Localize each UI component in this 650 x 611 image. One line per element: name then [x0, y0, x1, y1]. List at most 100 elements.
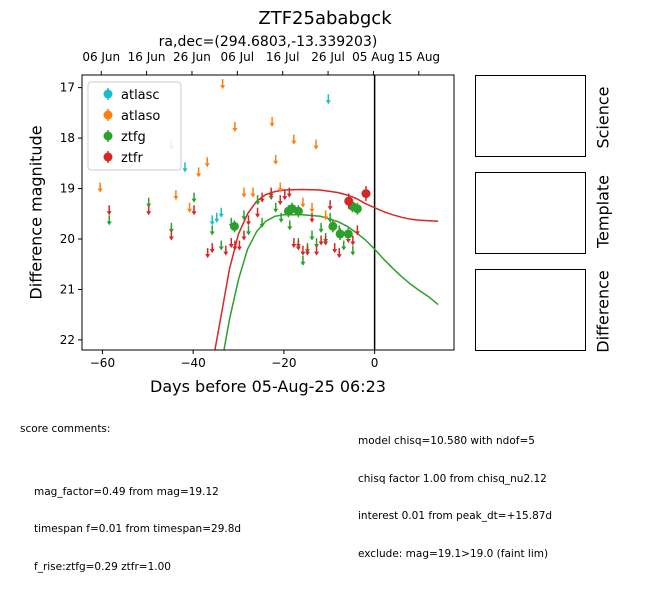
score-comments-header: score comments: — [20, 423, 111, 435]
limit-arrow — [268, 196, 274, 201]
limit-arrow — [309, 208, 315, 213]
legend-marker-ztfr — [103, 152, 113, 162]
legend-label-ztfr: ztfr — [121, 151, 143, 166]
limit-arrow — [341, 246, 347, 251]
limit-arrow — [336, 254, 342, 259]
limit-arrow — [350, 241, 356, 246]
upper-limit-ztfr — [354, 225, 360, 236]
detection-marker — [293, 206, 303, 216]
upper-limit-ztfg — [341, 240, 347, 251]
limit-arrow — [232, 127, 238, 132]
detection-ztfr — [361, 186, 371, 202]
upper-limit-ztfr — [332, 243, 338, 254]
upper-limit-ztfg — [255, 195, 261, 206]
top-tick-label: 15 Aug — [398, 50, 441, 64]
upper-limit-ztfr — [236, 240, 242, 251]
limit-arrow — [187, 208, 193, 213]
top-tick-label: 06 Jun — [82, 50, 120, 64]
limit-arrow — [250, 193, 256, 198]
detection-ztfg — [328, 220, 338, 233]
limit-arrow — [350, 251, 356, 256]
limit-arrow — [220, 85, 226, 90]
limit-arrow — [309, 218, 315, 223]
upper-limit-ztfg — [259, 217, 265, 228]
legend: atlasc atlaso ztfg ztfr — [87, 81, 182, 171]
upper-limit-ztfr — [300, 245, 306, 256]
limit-arrow — [304, 251, 310, 256]
detection-ztfg — [343, 227, 353, 240]
upper-limit-ztfg — [309, 230, 315, 241]
chart-title: ZTF25ababgck — [258, 8, 392, 29]
limit-arrow — [209, 231, 215, 236]
limit-arrow — [106, 211, 112, 216]
upper-limit-atlasc — [182, 162, 188, 173]
limit-arrow — [318, 241, 324, 246]
limit-arrow — [327, 206, 333, 211]
detection-ztfr — [344, 193, 354, 209]
upper-limit-atlaso — [291, 134, 297, 145]
limit-arrow — [196, 173, 202, 178]
detection-marker — [229, 221, 239, 231]
limit-arrow — [232, 246, 238, 251]
upper-limit-ztfr — [241, 230, 247, 241]
upper-limit-ztfr — [336, 248, 342, 259]
limit-arrow — [191, 198, 197, 203]
detection-ztfg — [335, 227, 345, 240]
limit-arrow — [245, 231, 251, 236]
upper-limit-atlaso — [313, 139, 319, 150]
upper-limit-ztfg — [106, 215, 112, 226]
upper-limit-ztfr — [323, 235, 329, 246]
difference-label: Difference — [593, 270, 613, 353]
upper-limit-ztfg — [209, 225, 215, 236]
limit-arrow — [318, 228, 324, 233]
detection-ztfg — [229, 220, 239, 233]
model-curve-ztfr — [214, 188, 439, 350]
upper-limit-atlaso — [196, 167, 202, 178]
upper-limit-atlasc — [218, 207, 224, 218]
legend-label-atlasc: atlasc — [121, 88, 160, 103]
legend-box — [87, 81, 182, 171]
limit-arrow — [278, 218, 284, 223]
limit-arrow — [182, 168, 188, 173]
legend-marker-atlaso — [103, 110, 113, 120]
detection-ztfg — [293, 205, 303, 218]
upper-limit-atlaso — [300, 197, 306, 208]
upper-limit-atlasc — [214, 212, 220, 223]
limit-arrow — [241, 193, 247, 198]
detection-marker — [328, 221, 338, 231]
limit-arrow — [300, 261, 306, 266]
limit-arrow — [268, 193, 274, 198]
upper-limit-ztfr — [350, 235, 356, 246]
limit-arrow — [277, 188, 283, 193]
detection-marker — [361, 189, 371, 199]
upper-limit-ztfr — [255, 207, 261, 218]
limit-arrow — [236, 246, 242, 251]
upper-limit-ztfr — [205, 248, 211, 259]
limit-arrow — [323, 216, 329, 221]
upper-limit-ztfg — [350, 245, 356, 256]
chart-subtitle: ra,dec=(294.6803,-13.339203) — [158, 34, 378, 50]
limit-arrow — [255, 201, 261, 206]
upper-limit-ztfg — [327, 212, 333, 223]
legend-marker-atlasc — [103, 89, 113, 99]
upper-limit-atlaso — [250, 187, 256, 198]
limit-arrow — [287, 226, 293, 231]
upper-limit-ztfr — [318, 235, 324, 246]
x-axis-label: Days before 05-Aug-25 06:23 — [150, 377, 386, 396]
limit-arrow — [241, 216, 247, 221]
y-tick-label: 21 — [60, 282, 75, 296]
limit-arrow — [291, 140, 297, 145]
score-comment-line: timespan f=0.01 from timespan=29.8d — [34, 523, 242, 535]
x-tick-label: −40 — [180, 356, 205, 370]
upper-limit-ztfr — [304, 245, 310, 256]
top-tick-label: 16 Jun — [128, 50, 166, 64]
difference-image-panel — [475, 269, 586, 351]
upper-limit-ztfr — [295, 240, 301, 251]
upper-limit-ztfr — [268, 187, 274, 198]
upper-limit-ztfr — [259, 192, 265, 203]
limit-arrow — [314, 251, 320, 256]
upper-limit-atlasc — [209, 215, 215, 226]
detection-marker — [352, 204, 362, 214]
upper-limit-ztfr — [228, 238, 234, 249]
limit-arrow — [291, 244, 297, 249]
